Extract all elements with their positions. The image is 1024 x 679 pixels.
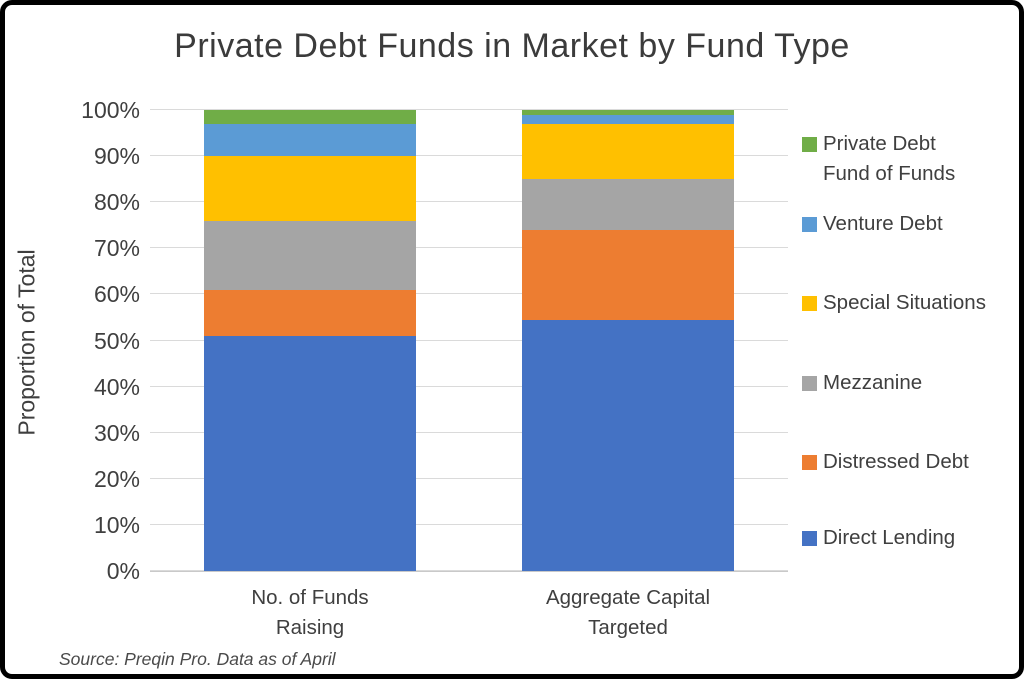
bar-segment-direct-lending xyxy=(204,335,416,571)
gridline xyxy=(150,201,788,203)
y-tick-label: 90% xyxy=(93,143,140,170)
legend-item: Direct Lending xyxy=(802,523,955,553)
bar-segment-private-debt-fund-of-funds xyxy=(522,110,734,115)
x-axis-line xyxy=(150,570,788,572)
legend-item-label: Mezzanine xyxy=(823,371,923,394)
y-tick-label: 20% xyxy=(93,465,140,492)
legend-color-swatch xyxy=(802,296,817,311)
bar-segment-private-debt-fund-of-funds xyxy=(204,110,416,124)
x-category-label: No. of Funds Raising xyxy=(251,586,369,639)
legend-item: Distressed Debt xyxy=(802,447,969,477)
chart-title: Private Debt Funds in Market by Fund Typ… xyxy=(174,27,850,65)
legend-item: Mezzanine xyxy=(802,368,922,398)
y-tick-label: 0% xyxy=(106,558,140,584)
gridline xyxy=(150,523,788,525)
legend-color-swatch xyxy=(802,376,817,391)
y-tick-label: 60% xyxy=(93,281,140,308)
x-category-label: Aggregate Capital Targeted xyxy=(545,586,711,639)
bar-segment-mezzanine xyxy=(204,220,416,290)
legend-item: Private Debt Fund of Funds xyxy=(802,129,955,189)
bar-segment-distressed-debt xyxy=(204,289,416,336)
y-tick-label: 30% xyxy=(93,419,140,446)
bar-segment-distressed-debt xyxy=(522,229,734,320)
legend-item-label: Venture Debt xyxy=(823,212,943,235)
source-note: Source: Preqin Pro. Data as of April xyxy=(59,649,336,669)
legend-color-swatch xyxy=(802,137,817,152)
legend-item-label: Special Situations xyxy=(823,291,986,314)
legend-item-label: Private Debt Fund of Funds xyxy=(823,132,956,185)
y-tick-label: 50% xyxy=(93,327,140,354)
legend-color-swatch xyxy=(802,455,817,470)
y-tick-label: 40% xyxy=(93,373,140,400)
legend-item-label: Distressed Debt xyxy=(823,450,969,473)
y-tick-label: 80% xyxy=(93,189,140,216)
bar-segment-special-situations xyxy=(522,123,734,180)
bar-segment-mezzanine xyxy=(522,179,734,230)
gridline xyxy=(150,339,788,341)
gridline xyxy=(150,293,788,295)
gridline xyxy=(150,570,788,571)
legend-color-swatch xyxy=(802,531,817,546)
plot-area xyxy=(150,109,788,572)
bar-segment-direct-lending xyxy=(522,319,734,571)
legend-item: Special Situations xyxy=(802,288,986,318)
legend: Private Debt Fund of Funds Venture Debt Sp… xyxy=(802,5,1019,674)
y-tick-label: 10% xyxy=(93,511,140,538)
bar-column xyxy=(204,110,416,571)
gridline xyxy=(150,477,788,479)
gridline xyxy=(150,155,788,157)
bar-segment-special-situations xyxy=(204,156,416,221)
legend-item: Venture Debt xyxy=(802,209,943,239)
gridline xyxy=(150,385,788,387)
bar-column xyxy=(522,110,734,571)
gridline xyxy=(150,247,788,249)
legend-item-label: Direct Lending xyxy=(823,526,956,549)
bar-segment-venture-debt xyxy=(204,123,416,157)
y-tick-label: 100% xyxy=(81,97,140,123)
y-tick-label: 70% xyxy=(93,235,140,262)
bar-segment-venture-debt xyxy=(522,114,734,124)
gridline xyxy=(150,109,788,110)
gridline xyxy=(150,431,788,433)
legend-color-swatch xyxy=(802,217,817,232)
